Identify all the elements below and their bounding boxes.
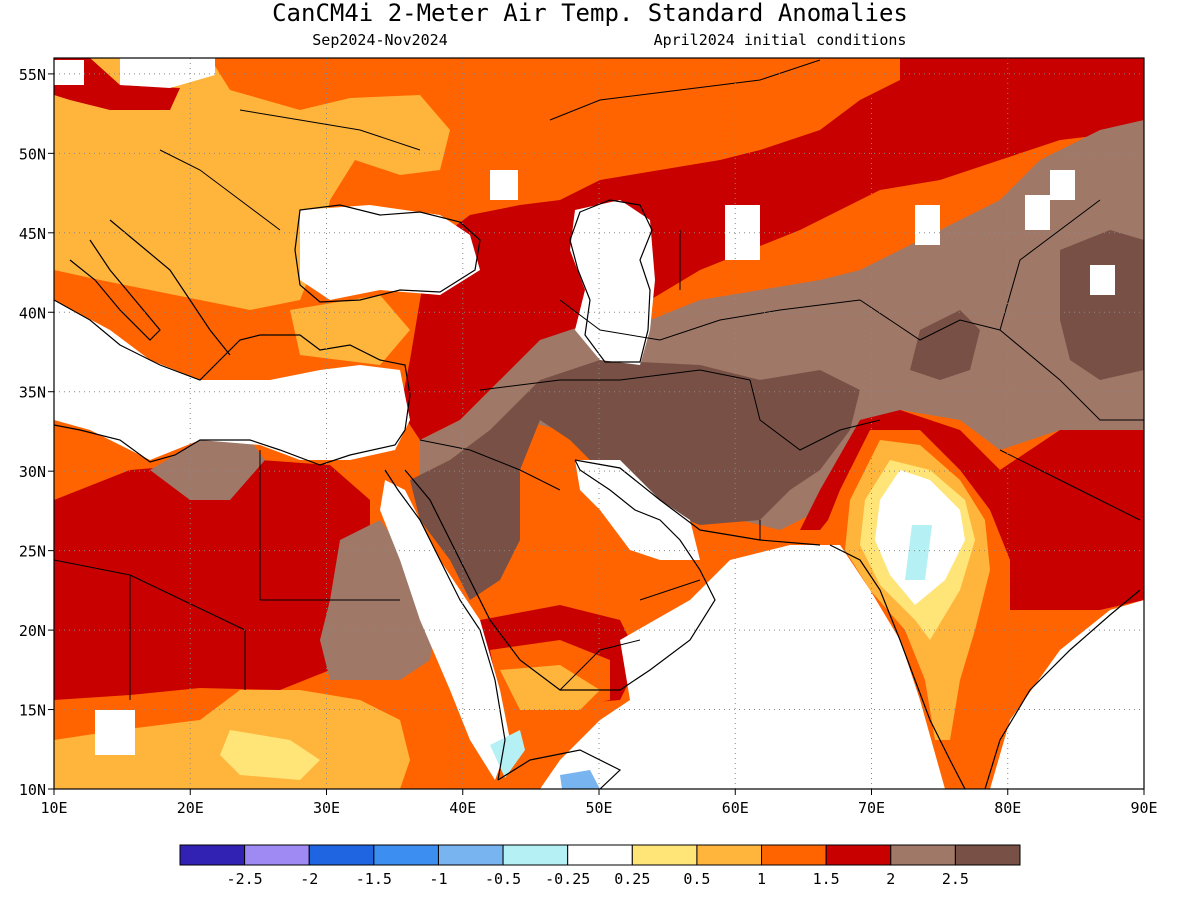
anomaly-minus-0.5-somalia	[560, 770, 600, 789]
neutral-patch-volga	[490, 170, 518, 200]
longitude-tick-label: 40E	[449, 799, 476, 817]
figure-title: CanCM4i 2-Meter Air Temp. Standard Anoma…	[272, 0, 908, 27]
latitude-tick-label: 15N	[19, 702, 46, 720]
italy-coastline	[69, 239, 161, 341]
longitude-ticks: 10E 20E 30E 40E 50E 60E 70E 80E 90E	[40, 789, 1158, 817]
scandinavia-neutral	[120, 58, 215, 88]
legend-swatch	[631, 844, 698, 866]
legend-label: -0.5	[485, 870, 521, 888]
legend-label: 2	[886, 870, 895, 888]
arabian-sea	[540, 545, 945, 789]
legend-swatch	[437, 844, 504, 866]
legend-label: -1	[429, 870, 447, 888]
anomaly-2-to-2.5-egypt	[150, 440, 265, 500]
color-legend: -2.5 -2 -1.5 -1 -0.5 -0.25 0.25 0.5 1 1.5 2 2.5	[179, 844, 1021, 888]
legend-swatch	[761, 844, 827, 866]
legend-label: -2	[300, 870, 318, 888]
anomaly-minus-0.25-gulf-of-aden	[490, 730, 525, 778]
legend-swatch	[308, 844, 375, 866]
legend-swatch	[244, 844, 310, 866]
anomaly-above-2.5-tajikistan	[910, 310, 980, 380]
latitude-tick-label: 50N	[19, 145, 46, 163]
black-sea-coastline	[294, 204, 481, 303]
latitude-tick-label: 20N	[19, 622, 46, 640]
border-lines	[54, 59, 1144, 700]
anomaly-1.5-to-2-north-africa	[54, 460, 370, 710]
initial-conditions-label: April2024 initial conditions	[654, 31, 907, 49]
neutral-patch-east	[1090, 265, 1115, 295]
latitude-tick-label: 55N	[19, 66, 46, 84]
forecast-period: Sep2024-Nov2024	[312, 31, 447, 49]
legend-swatch	[567, 844, 633, 866]
neutral-patch-balkhash	[915, 205, 940, 245]
caspian-coastline	[569, 199, 653, 363]
north-sea-neutral	[54, 60, 84, 85]
latitude-tick-label: 35N	[19, 384, 46, 402]
legend-swatch	[825, 844, 892, 866]
red-sea-coastline	[384, 469, 506, 781]
latitude-tick-label: 10N	[19, 781, 46, 799]
longitude-tick-label: 30E	[313, 799, 340, 817]
longitude-tick-label: 60E	[722, 799, 749, 817]
anomaly-above-2.5-east	[1060, 230, 1144, 380]
latitude-tick-label: 30N	[19, 463, 46, 481]
longitude-tick-label: 20E	[177, 799, 204, 817]
iran-coastline	[574, 459, 821, 546]
persian-gulf	[575, 460, 700, 560]
longitude-tick-label: 80E	[994, 799, 1021, 817]
longitude-tick-label: 90E	[1130, 799, 1157, 817]
legend-label: -2.5	[227, 870, 263, 888]
neutral-patch-northeast	[1025, 195, 1050, 230]
legend-label: 0.5	[683, 870, 710, 888]
african-coastline	[497, 749, 622, 789]
longitude-tick-label: 50E	[585, 799, 612, 817]
arabia-coastline	[404, 459, 716, 691]
legend-swatch	[179, 844, 246, 866]
balkan-coastline	[109, 219, 231, 356]
latitude-tick-label: 45N	[19, 225, 46, 243]
longitude-tick-label: 10E	[40, 799, 67, 817]
legend-label: -0.25	[545, 870, 590, 888]
mediterranean-coastline	[54, 299, 411, 466]
latitude-ticks: 55N 50N 45N 40N 35N 30N 25N 20N 15N 10N	[19, 66, 54, 799]
anomaly-1.5-to-2-baltic	[54, 58, 180, 110]
neutral-patch-lake-chad	[95, 710, 135, 755]
anomaly-field	[54, 58, 1144, 789]
latitude-tick-label: 25N	[19, 543, 46, 561]
longitude-tick-label: 70E	[858, 799, 885, 817]
anomaly-1.5-to-2-middle-east	[400, 250, 600, 440]
anomaly-0.5-to-1-yemen	[500, 665, 600, 710]
coastlines-and-borders	[54, 59, 1144, 789]
latitude-tick-label: 40N	[19, 304, 46, 322]
map-gridlines	[54, 58, 1144, 789]
legend-swatch	[373, 844, 439, 866]
mediterranean-sea	[54, 300, 410, 460]
legend-swatch	[890, 844, 956, 866]
legend-label: -1.5	[356, 870, 392, 888]
legend-label: 1.5	[813, 870, 840, 888]
legend-label: 2.5	[942, 870, 969, 888]
anomaly-0.5-to-1-europe	[54, 58, 450, 310]
legend-label: 1	[757, 870, 766, 888]
neutral-patch-far-northeast	[1050, 170, 1075, 200]
legend-swatch	[696, 844, 763, 866]
anomaly-0.25-to-0.5-sahel	[220, 730, 320, 780]
india-coastline	[829, 544, 1141, 789]
legend-swatch	[502, 844, 569, 866]
legend-swatch	[954, 844, 1021, 866]
legend-label: 0.25	[614, 870, 650, 888]
anomaly-minus-0.25-india	[905, 525, 932, 580]
bay-of-bengal	[990, 600, 1144, 789]
black-sea	[300, 205, 480, 300]
